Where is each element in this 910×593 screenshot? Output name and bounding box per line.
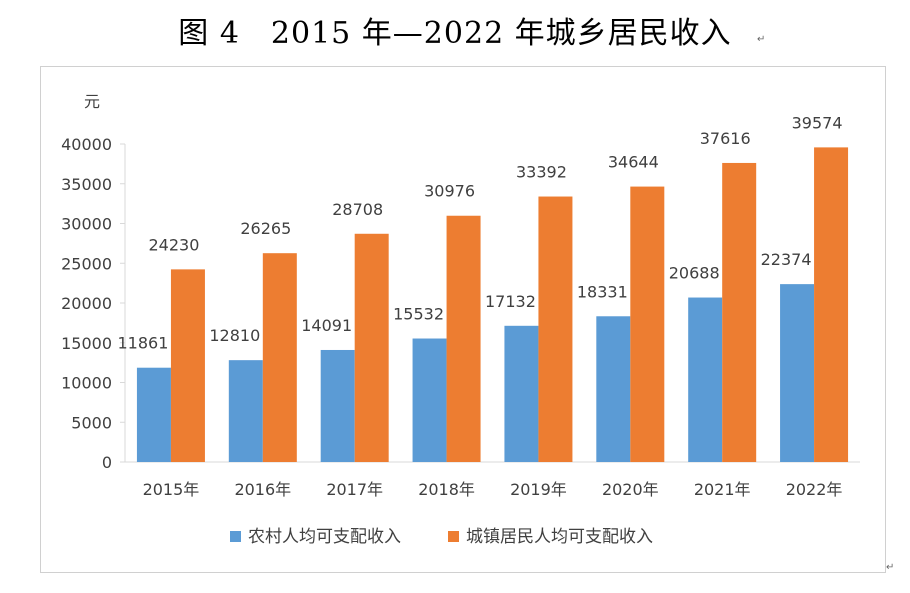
y-tick-label: 15000: [61, 334, 112, 353]
legend-swatch: [448, 531, 459, 542]
y-axis-label: 元: [84, 92, 100, 111]
data-label: 24230: [148, 235, 199, 254]
y-tick-label: 35000: [61, 175, 112, 194]
legend-swatch: [230, 531, 241, 542]
bar-rural: [688, 297, 723, 462]
data-label: 12810: [209, 326, 260, 345]
x-tick-label: 2020年: [602, 480, 659, 499]
y-tick-label: 40000: [61, 135, 112, 154]
bar-urban: [722, 162, 757, 462]
y-tick-label: 30000: [61, 215, 112, 234]
bar-urban: [354, 233, 389, 462]
data-label: 30976: [424, 182, 475, 201]
data-label: 15532: [393, 305, 444, 324]
data-label: 20688: [669, 264, 720, 283]
x-tick-label: 2017年: [326, 480, 383, 499]
data-label: 34644: [608, 153, 659, 172]
data-label: 33392: [516, 163, 567, 182]
x-axis: 2015年 2016年 2017年 2018年 2019年 2020年 2021年 2022年: [125, 461, 860, 499]
bar-rural: [596, 316, 631, 462]
data-label: 22374: [761, 250, 812, 269]
y-tick-label: 25000: [61, 254, 112, 273]
y-tick-label: 0: [102, 453, 112, 472]
bar-urban: [630, 186, 665, 462]
legend: 农村人均可支配收入 城镇居民人均可支配收入: [230, 527, 653, 547]
data-label: 18331: [577, 282, 628, 301]
y-axis: 0 5000 10000 15000 20000 25000 30000 35000 40000: [61, 135, 126, 472]
data-label: 26265: [240, 219, 291, 238]
data-label: 17132: [485, 292, 536, 311]
paragraph-mark-icon: ↵: [886, 562, 895, 573]
bar-urban: [262, 253, 297, 462]
bar-rural: [228, 360, 263, 462]
x-tick-label: 2021年: [694, 480, 751, 499]
data-label: 14091: [301, 316, 352, 335]
x-tick-label: 2019年: [510, 480, 567, 499]
data-label: 39574: [792, 113, 843, 132]
x-tick-label: 2018年: [418, 480, 475, 499]
bar-urban: [814, 147, 849, 462]
y-tick-label: 5000: [71, 413, 112, 432]
bar-urban: [170, 269, 205, 462]
bar-urban: [446, 215, 481, 462]
legend-label: 城镇居民人均可支配收入: [466, 527, 653, 547]
figure-title: 图 4 2015 年—2022 年城乡居民收入: [178, 16, 732, 51]
data-labels: 11861 12810 14091 15532 17132 18331 20688 22374…: [117, 113, 842, 352]
legend-label: 农村人均可支配收入: [248, 527, 401, 547]
y-tick-label: 20000: [61, 294, 112, 313]
bars: [136, 147, 849, 462]
bar-rural: [780, 284, 815, 462]
bar-rural: [412, 338, 447, 462]
x-tick-label: 2022年: [786, 480, 843, 499]
paragraph-mark-icon: ↵: [757, 34, 766, 45]
x-tick-label: 2015年: [143, 480, 200, 499]
bar-urban: [538, 196, 573, 462]
bar-rural: [136, 367, 171, 462]
data-label: 11861: [117, 334, 168, 353]
bar-rural: [504, 325, 539, 462]
chart-frame: [40, 66, 886, 573]
bar-rural: [320, 349, 355, 462]
data-label: 28708: [332, 200, 383, 219]
data-label: 37616: [700, 129, 751, 148]
x-tick-label: 2016年: [234, 480, 291, 499]
y-tick-label: 10000: [61, 374, 112, 393]
